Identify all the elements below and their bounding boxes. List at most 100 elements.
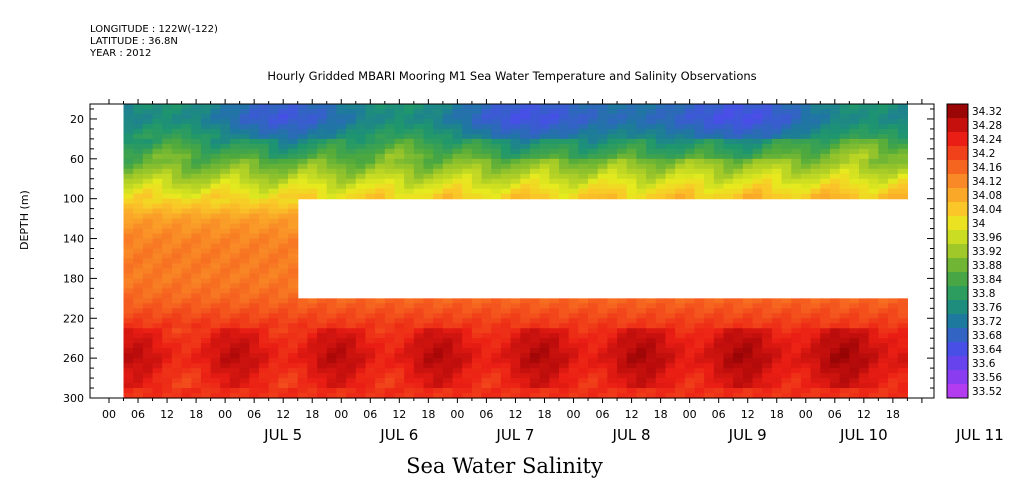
heatmap-cell [229, 368, 241, 374]
heatmap-cell [413, 138, 425, 145]
heatmap-cell [423, 388, 434, 394]
heatmap-cell [123, 253, 134, 260]
heatmap-cell [529, 393, 541, 399]
heatmap-cell [752, 338, 763, 344]
heatmap-cell [394, 163, 405, 170]
heatmap-cell [723, 363, 734, 369]
heatmap-cell [471, 363, 483, 369]
heatmap-cell [142, 328, 154, 334]
heatmap-cell [162, 288, 173, 294]
heatmap-cell [375, 298, 386, 304]
heatmap-cell [404, 178, 415, 185]
heatmap-cell [829, 373, 841, 379]
heatmap-cell [394, 368, 405, 374]
heatmap-cell [336, 104, 347, 110]
heatmap-cell [162, 138, 173, 145]
heatmap-cell [607, 193, 618, 200]
heatmap-cell [694, 104, 705, 110]
heatmap-cell [142, 218, 154, 225]
heatmap-cell [220, 218, 231, 225]
heatmap-cell [791, 188, 802, 195]
heatmap-cell [413, 383, 425, 389]
heatmap-cell [481, 308, 492, 314]
heatmap-cell [191, 313, 202, 319]
heatmap-cell [781, 188, 792, 195]
heatmap-cell [210, 223, 221, 230]
heatmap-cell [607, 128, 618, 135]
heatmap-cell [133, 143, 144, 150]
heatmap-cell [771, 168, 783, 175]
heatmap-cell [404, 363, 415, 369]
heatmap-cell [742, 138, 754, 145]
heatmap-cell [210, 363, 221, 369]
heatmap-cell [636, 108, 647, 115]
heatmap-cell [191, 283, 202, 289]
heatmap-cell [404, 123, 415, 130]
heatmap-cell [500, 328, 512, 334]
latitude-label: LATITUDE : 36.8N [90, 36, 178, 47]
y-tick-label: 60 [70, 153, 84, 166]
heatmap-cell [859, 358, 870, 364]
heatmap-cell [152, 373, 163, 379]
heatmap-cell [278, 253, 289, 260]
heatmap-cell [133, 118, 144, 125]
heatmap-cell [191, 193, 202, 200]
heatmap-cell [171, 368, 183, 374]
heatmap-cell [152, 173, 163, 180]
heatmap-cell [733, 348, 744, 354]
heatmap-cell [665, 148, 676, 155]
heatmap-cell [181, 388, 192, 394]
heatmap-cell [278, 113, 289, 120]
heatmap-cell [868, 138, 879, 145]
heatmap-cell [800, 104, 812, 110]
heatmap-cell [259, 353, 270, 359]
heatmap-cell [849, 388, 860, 394]
heatmap-cell [317, 388, 328, 394]
heatmap-cell [462, 168, 473, 175]
heatmap-cell [404, 163, 415, 170]
heatmap-cell [433, 363, 444, 369]
heatmap-cell [820, 113, 831, 120]
x-hour-label: 12 [508, 408, 522, 421]
heatmap-cell [588, 298, 599, 304]
heatmap-cell [800, 148, 812, 155]
heatmap-cell [859, 148, 870, 155]
heatmap-cell [878, 393, 889, 399]
heatmap-cell [355, 163, 367, 170]
heatmap-cell [713, 388, 725, 394]
colorbar-swatch [947, 342, 968, 357]
heatmap-cell [839, 183, 850, 190]
heatmap-cell [462, 128, 473, 135]
heatmap-cell [868, 133, 879, 140]
heatmap-cell [704, 383, 715, 389]
heatmap-cell [665, 328, 676, 334]
heatmap-cell [704, 108, 715, 115]
heatmap-cell [375, 104, 386, 110]
heatmap-cell [171, 148, 183, 155]
heatmap-cell [259, 253, 270, 260]
heatmap-cell [152, 263, 163, 270]
heatmap-cell [162, 243, 173, 250]
heatmap-cell [578, 353, 589, 359]
heatmap-cell [491, 368, 502, 374]
heatmap-cell [771, 138, 783, 145]
heatmap-cell [888, 323, 899, 329]
heatmap-cell [655, 393, 667, 399]
heatmap-cell [655, 138, 667, 145]
heatmap-cell [878, 308, 889, 314]
heatmap-cell [259, 393, 270, 399]
heatmap-cell [510, 363, 521, 369]
heatmap-cell [123, 218, 134, 225]
heatmap-cell [239, 313, 250, 319]
heatmap-cell [133, 383, 144, 389]
heatmap-cell [742, 378, 754, 384]
heatmap-cell [868, 128, 879, 135]
heatmap-cell [200, 128, 212, 135]
heatmap-cell [646, 348, 657, 354]
heatmap-cell [249, 108, 260, 115]
heatmap-cell [529, 123, 541, 130]
heatmap-cell [142, 288, 154, 294]
heatmap-cell [249, 233, 260, 240]
heatmap-cell [278, 263, 289, 270]
heatmap-cell [229, 233, 241, 240]
